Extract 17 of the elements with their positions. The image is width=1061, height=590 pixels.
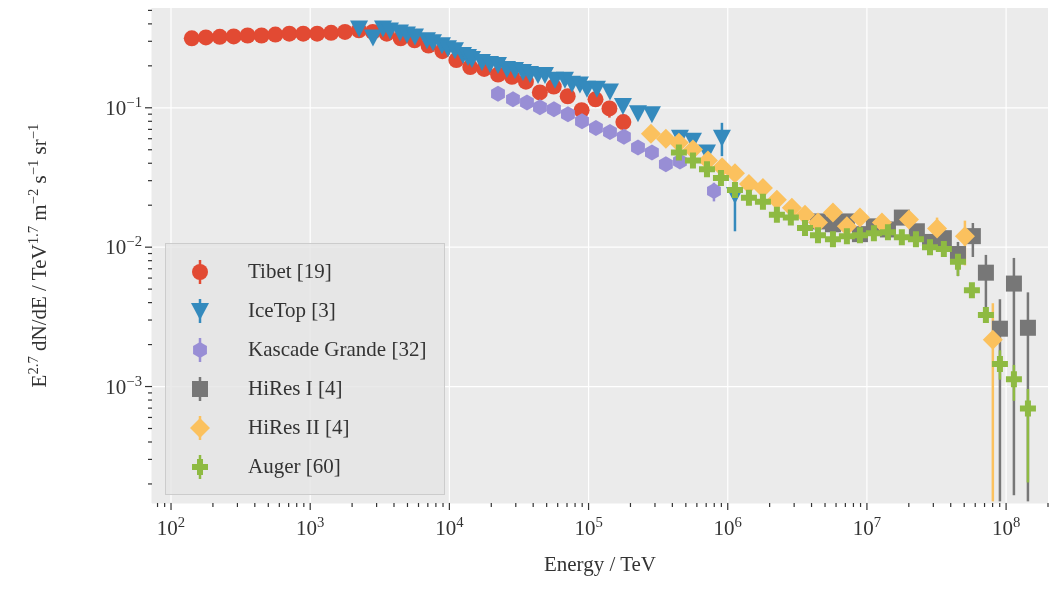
y-tick-label: 10$^{−1}$ xyxy=(105,93,142,120)
x-tick-label: 10$^{3}$ xyxy=(296,514,325,540)
legend-label: IceTop [3] xyxy=(248,298,336,323)
legend-label: Kascade Grande [32] xyxy=(248,337,427,362)
legend-label: Auger [60] xyxy=(248,454,341,479)
x-tick-label: 10$^{7}$ xyxy=(852,514,882,540)
x-tick-label: 10$^{2}$ xyxy=(156,514,186,540)
legend-label: Tibet [19] xyxy=(248,259,332,284)
y-tick-label: 10$^{−2}$ xyxy=(105,233,142,260)
legend-label: HiRes I [4] xyxy=(248,376,343,401)
x-tick-label: 10$^{8}$ xyxy=(991,514,1021,540)
x-tick-label: 10$^{4}$ xyxy=(435,514,465,540)
x-tick-label: 10$^{5}$ xyxy=(574,514,603,540)
legend-label: HiRes II [4] xyxy=(248,415,350,440)
x-tick-label: 10$^{6}$ xyxy=(713,514,742,540)
x-axis-title: Energy / TeV xyxy=(543,552,657,576)
y-tick-label: 10$^{−3}$ xyxy=(105,372,142,399)
